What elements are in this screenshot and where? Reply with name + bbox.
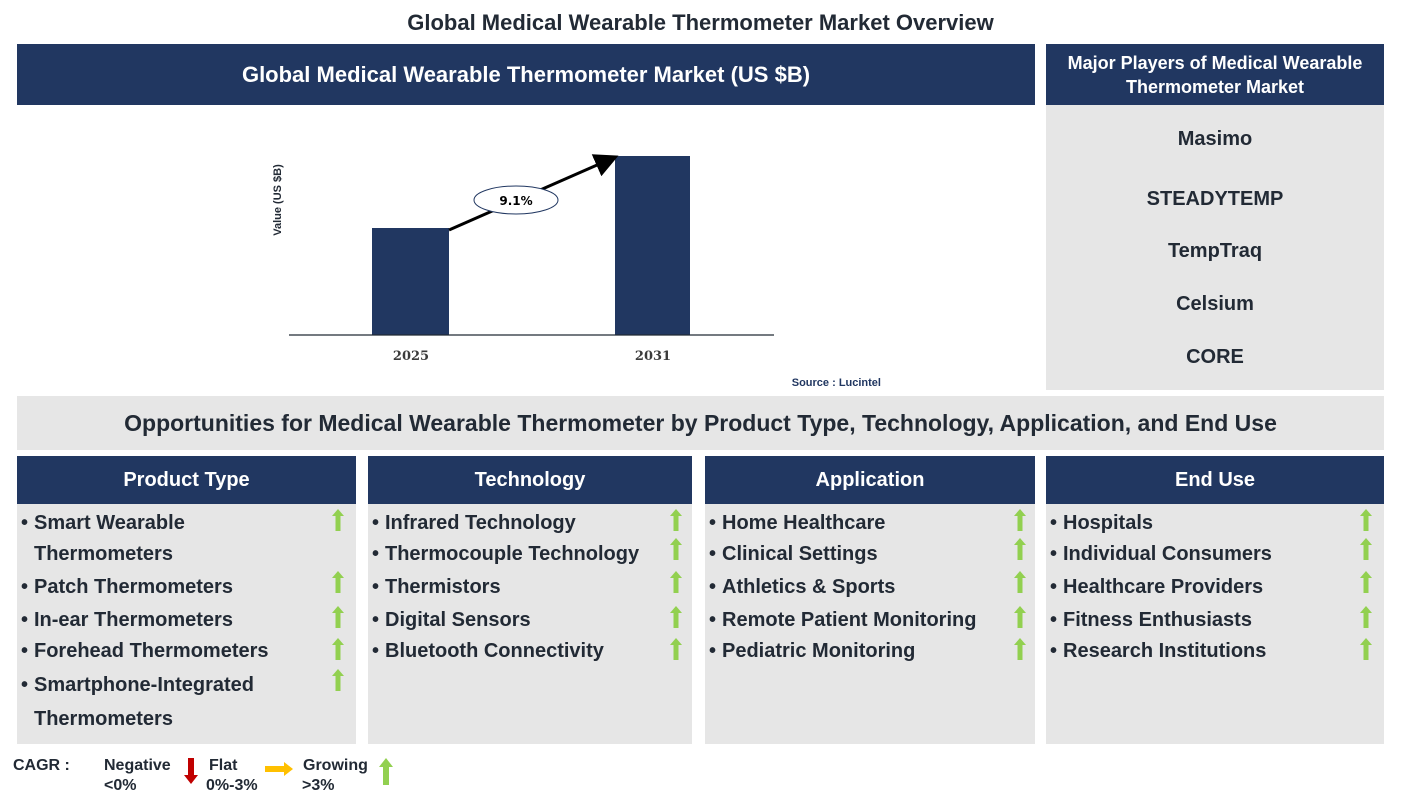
legend-growing-title: Growing (303, 757, 368, 774)
arrow-up-icon (332, 571, 344, 593)
x-tick-2031: 2031 (635, 349, 671, 364)
arrow-up-icon (1360, 638, 1372, 660)
legend-growing-range: >3% (302, 777, 335, 794)
legend-flat-range: 0%-3% (206, 777, 258, 794)
arrow-up-icon (670, 538, 682, 560)
players-list: Masimo STEADYTEMP TempTraq Celsium CORE (1046, 105, 1384, 390)
arrow-up-icon (379, 758, 393, 785)
arrow-up-icon (332, 509, 344, 531)
arrow-up-icon (670, 638, 682, 660)
list-item: • Healthcare Providers (1050, 576, 1264, 598)
list-item: • Clinical Settings (709, 543, 878, 565)
player-item: Masimo (1177, 128, 1253, 150)
list-item: • Individual Consumers (1050, 543, 1272, 565)
player-item: TempTraq (1167, 240, 1263, 262)
arrow-up-icon (1360, 538, 1372, 560)
list-item: • Digital Sensors (372, 609, 531, 631)
arrow-up-icon (1360, 606, 1372, 628)
list-item: • Smart Wearable Thermometers (21, 512, 185, 565)
list-item: • Smartphone-Integrated Thermometers (21, 674, 255, 730)
legend-flat-title: Flat (209, 757, 238, 774)
player-item: STEADYTEMP (1146, 188, 1284, 210)
list-item: • Thermocouple Technology (372, 543, 640, 565)
list-item: • Forehead Thermometers (21, 640, 269, 662)
arrow-up-icon (1014, 538, 1026, 560)
arrow-up-icon (670, 571, 682, 593)
list-item: • In-ear Thermometers (21, 609, 233, 631)
arrow-up-icon (332, 606, 344, 628)
list-item: • Remote Patient Monitoring (709, 609, 977, 631)
arrow-up-icon (332, 638, 344, 660)
arrow-right-icon (265, 762, 293, 776)
page-title: Global Medical Wearable Thermometer Mark… (407, 10, 994, 35)
list-item: • Hospitals (1050, 512, 1154, 534)
list-item: • Infrared Technology (372, 512, 576, 534)
cagr-legend: CAGR : Negative <0% Flat 0%-3% Growing >… (0, 752, 420, 802)
legend-label: CAGR : (13, 757, 70, 774)
list-item: • Bluetooth Connectivity (372, 640, 604, 662)
legend-negative-range: <0% (104, 777, 137, 794)
arrow-up-icon (1014, 571, 1026, 593)
arrow-up-icon (332, 669, 344, 691)
column-header-application: Application (705, 456, 1035, 504)
arrow-up-icon (670, 606, 682, 628)
arrow-up-icon (1360, 509, 1372, 531)
arrow-down-icon (184, 758, 198, 784)
column-end-use: • Hospitals • Individual Consumers • Health… (1046, 504, 1384, 744)
arrow-up-icon (1014, 509, 1026, 531)
player-item: Celsium (1176, 293, 1254, 315)
column-header-product-type: Product Type (17, 456, 356, 504)
bar-2025 (372, 228, 449, 335)
source-label: Source : Lucintel (792, 377, 881, 389)
arrow-up-icon (1014, 638, 1026, 660)
market-chart-header: Global Medical Wearable Thermometer Mark… (17, 44, 1035, 105)
list-item: • Fitness Enthusiasts (1050, 609, 1252, 631)
player-item: CORE (1186, 346, 1244, 368)
legend-negative-title: Negative (104, 757, 171, 774)
arrow-up-icon (670, 509, 682, 531)
bar-chart-svg: Value (US $B) 2025 2031 9.1% Source : Lu… (272, 154, 881, 389)
market-bar-chart: Value (US $B) 2025 2031 9.1% Source : Lu… (17, 105, 1035, 390)
arrow-up-icon (1014, 606, 1026, 628)
column-technology: • Infrared Technology • Thermocouple Techn… (368, 504, 692, 744)
list-item: • Thermistors (372, 576, 501, 598)
x-tick-2025: 2025 (393, 349, 429, 364)
arrow-up-icon (1360, 571, 1372, 593)
column-header-end-use: End Use (1046, 456, 1384, 504)
opportunities-title: Opportunities for Medical Wearable Therm… (17, 396, 1384, 450)
players-header: Major Players of Medical Wearable Thermo… (1046, 44, 1384, 105)
list-item: • Patch Thermometers (21, 576, 233, 598)
cagr-ellipse (473, 185, 559, 215)
column-application: • Home Healthcare • Clinical Settings • Ath… (705, 504, 1035, 744)
column-product-type: • Smart Wearable Thermometers • Patch Ther… (17, 504, 356, 744)
column-header-technology: Technology (368, 456, 692, 504)
list-item: • Athletics & Sports (709, 576, 896, 598)
bar-2031 (615, 156, 690, 335)
cagr-label: 9.1% (499, 194, 532, 208)
list-item: • Research Institutions (1050, 640, 1267, 662)
list-item: • Home Healthcare (709, 512, 886, 534)
list-item: • Pediatric Monitoring (709, 640, 916, 662)
y-axis-label: Value (US $B) (272, 164, 284, 236)
